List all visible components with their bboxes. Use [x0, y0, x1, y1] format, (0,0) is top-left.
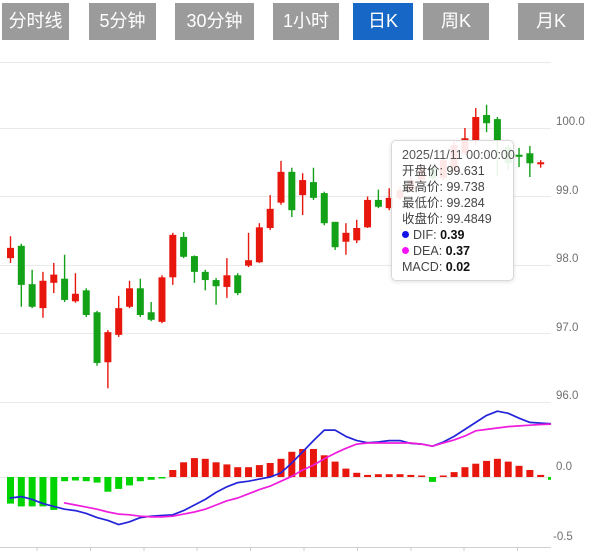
dif-dot-icon [402, 231, 409, 238]
tooltip-dea: DEA: 0.37 [402, 243, 507, 259]
period-tabbar: 分时线 5分钟 30分钟 1小时 日K 周K 月K [0, 0, 611, 46]
tooltip-macd: MACD: 0.02 [402, 260, 471, 274]
grid-lines [0, 62, 551, 551]
tab-1hour[interactable]: 1小时 [273, 3, 339, 40]
tooltip-dif: DIF: 0.39 [402, 227, 507, 243]
candle-tooltip: 2025/11/11 00:00:00 开盘价: 99.631 最高价: 99.… [391, 140, 515, 281]
macd-tick-neg05: -0.5 [553, 531, 573, 543]
price-tick-97: 97.0 [556, 322, 579, 334]
macd-tick-zero: 0.0 [556, 461, 572, 473]
price-tick-100: 100.0 [556, 116, 585, 128]
tooltip-low: 最低价: 99.284 [402, 196, 485, 210]
tab-weekly-k[interactable]: 周K [423, 3, 489, 40]
tab-5min[interactable]: 5分钟 [89, 3, 156, 40]
tooltip-high: 最高价: 99.738 [402, 180, 485, 194]
price-tick-96: 96.0 [556, 390, 579, 402]
tooltip-close: 收盘价: 99.4849 [402, 212, 492, 226]
tab-minute-line[interactable]: 分时线 [2, 3, 69, 40]
price-tick-99: 99.0 [556, 185, 579, 197]
tooltip-date: 2025/11/11 00:00:00 [402, 148, 515, 162]
tab-daily-k[interactable]: 日K [353, 3, 413, 40]
dea-dot-icon [402, 247, 409, 254]
tooltip-open: 开盘价: 99.631 [402, 164, 485, 178]
tab-30min[interactable]: 30分钟 [175, 3, 254, 40]
price-tick-98: 98.0 [556, 253, 579, 265]
tab-monthly-k[interactable]: 月K [518, 3, 584, 40]
